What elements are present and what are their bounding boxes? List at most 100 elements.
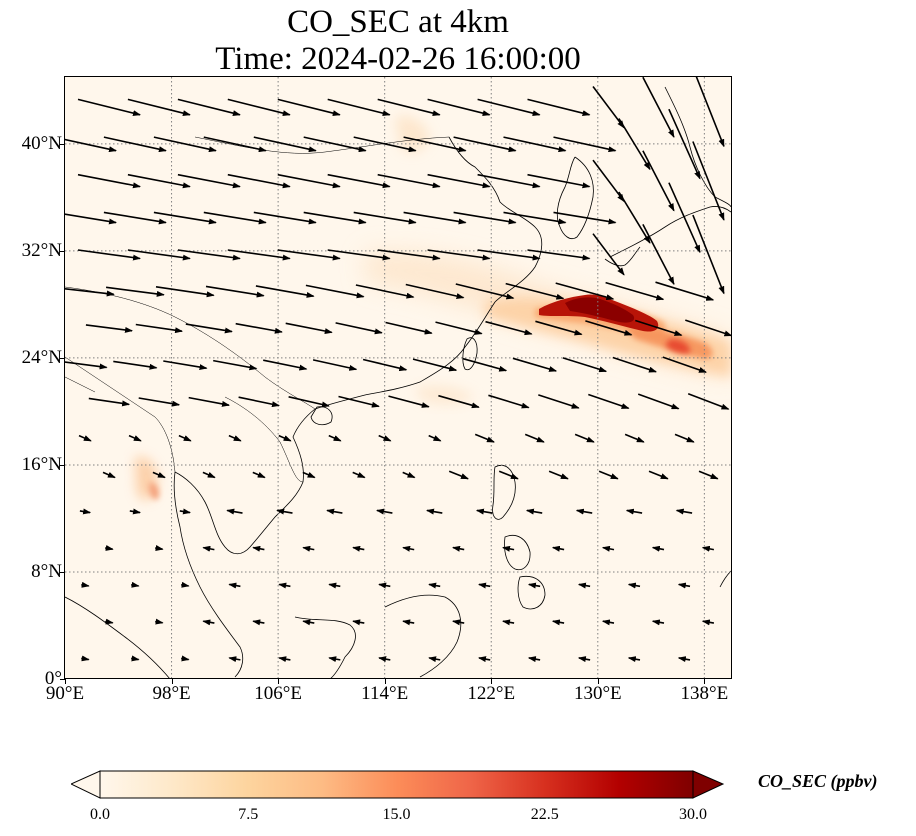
- wind-arrow: [378, 656, 391, 663]
- lat-tick-mark: [60, 679, 65, 680]
- lon-tick-label: 98°E: [152, 683, 191, 704]
- wind-arrow: [462, 357, 508, 372]
- wind-arrow: [527, 249, 591, 261]
- wind-arrow: [105, 545, 114, 551]
- colorbar-tick-label: 15.0: [382, 806, 411, 823]
- wind-arrow: [102, 471, 116, 479]
- wind-arrow: [627, 656, 641, 663]
- wind-arrow: [378, 582, 391, 589]
- colorbar-tick-label: 30.0: [679, 806, 707, 823]
- wind-arrow: [527, 582, 541, 589]
- wind-arrow: [335, 322, 383, 335]
- lat-tick-mark: [60, 357, 65, 359]
- wind-arrow: [127, 173, 191, 189]
- wind-arrow: [188, 396, 230, 407]
- wind-arrow: [601, 619, 615, 626]
- wind-arrow: [288, 396, 330, 408]
- colorbar-tick-label: 22.5: [530, 806, 559, 823]
- wind-arrow: [105, 618, 114, 625]
- wind-arrow: [353, 211, 417, 225]
- wind-arrow: [698, 470, 719, 480]
- wind-arrow: [228, 656, 241, 663]
- wind-arrow: [502, 545, 515, 552]
- wind-arrow: [177, 98, 241, 117]
- wind-arrow: [77, 173, 141, 189]
- wind-arrow: [553, 211, 617, 225]
- wind-arrow: [65, 213, 117, 225]
- wind-arrow: [328, 656, 341, 663]
- wind-arrow: [227, 98, 291, 117]
- wind-arrow: [388, 395, 430, 408]
- wind-arrow: [302, 471, 316, 479]
- wind-arrow: [252, 619, 265, 626]
- wind-arrow: [65, 287, 115, 297]
- wind-arrow: [402, 619, 415, 626]
- lat-tick-mark: [60, 464, 65, 466]
- lon-tick-mark: [65, 679, 66, 684]
- wind-arrow: [203, 211, 267, 225]
- wind-arrow: [179, 508, 191, 515]
- wind-arrow: [227, 173, 291, 189]
- wind-arrow: [618, 118, 651, 171]
- wind-arrow: [524, 433, 545, 443]
- wind-arrow: [474, 433, 495, 443]
- wind-arrow: [278, 582, 291, 589]
- lon-tick-label: 106°E: [254, 683, 302, 704]
- wind-arrow: [385, 321, 433, 335]
- wind-arrow: [488, 394, 530, 409]
- lon-tick-label: 122°E: [467, 683, 516, 704]
- wind-arrow: [502, 619, 515, 626]
- colorbar-extend-low: [71, 770, 101, 799]
- wind-arrow: [648, 470, 669, 480]
- wind-arrow: [79, 508, 92, 515]
- wind-arrow: [302, 545, 315, 552]
- wind-arrow: [403, 211, 467, 225]
- colorbar-gradient: [99, 770, 694, 799]
- wind-arrow: [81, 655, 90, 662]
- wind-arrow: [598, 470, 619, 480]
- wind-arrow: [328, 434, 342, 442]
- wind-arrow: [405, 283, 465, 299]
- wind-arrow: [312, 359, 358, 371]
- lat-tick-label: 0°: [44, 668, 62, 689]
- wind-arrow: [453, 211, 517, 225]
- wind-arrow: [535, 320, 583, 336]
- wind-arrow: [498, 470, 519, 480]
- wind-arrow: [687, 392, 730, 410]
- wind-arrow: [327, 98, 391, 117]
- wind-arrow: [327, 249, 391, 261]
- wind-arrow: [478, 582, 491, 589]
- wind-arrow: [642, 77, 675, 138]
- wind-arrow: [592, 233, 625, 276]
- wind-arrow: [503, 211, 567, 225]
- wind-arrow: [226, 508, 243, 515]
- lon-tick-mark: [171, 679, 173, 684]
- wind-arrow: [205, 285, 265, 298]
- wind-arrow: [512, 357, 558, 372]
- wind-arrow: [477, 98, 541, 117]
- wind-arrow: [203, 136, 267, 153]
- wind-arrow: [553, 136, 617, 153]
- wind-arrow: [438, 394, 480, 409]
- wind-arrow: [428, 434, 442, 442]
- wind-arrow: [228, 582, 241, 589]
- wind-arrow: [78, 434, 92, 442]
- wind-arrow: [548, 470, 569, 480]
- coastlines: [65, 86, 731, 679]
- wind-arrow: [701, 545, 715, 552]
- wind-arrow: [377, 249, 441, 261]
- wind-arrow: [185, 323, 233, 334]
- wind-arrow: [675, 508, 693, 515]
- wind-arrow: [605, 281, 665, 301]
- wind-arrow: [103, 136, 167, 153]
- wind-arrow: [352, 471, 366, 479]
- wind-arrow: [252, 545, 265, 552]
- wind-arrow: [81, 581, 90, 588]
- map-title: CO_SEC at 4km: [287, 4, 509, 40]
- colorbar: [71, 770, 725, 799]
- wind-arrow: [701, 619, 715, 626]
- lon-tick-label: 114°E: [361, 683, 409, 704]
- wind-arrow: [637, 393, 680, 410]
- wind-arrow: [655, 281, 715, 301]
- wind-arrow: [355, 284, 415, 299]
